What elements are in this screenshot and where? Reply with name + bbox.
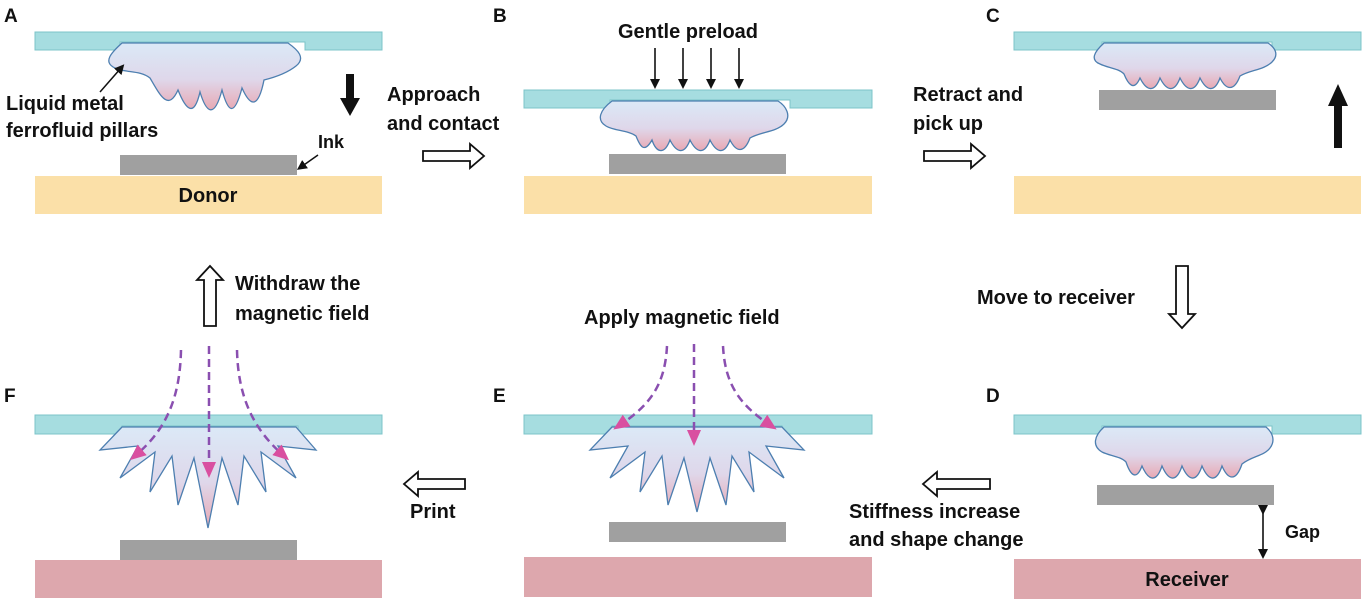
pointer-arrow xyxy=(99,64,125,93)
hollow-arrow-left-icon xyxy=(921,470,991,498)
label-and-contact: and contact xyxy=(387,113,500,135)
label-receiver: Receiver xyxy=(1145,569,1229,591)
label-print: Print xyxy=(410,501,456,523)
label-pick-up: pick up xyxy=(913,113,983,135)
label-magnetic-field: magnetic field xyxy=(235,303,369,325)
top-plate xyxy=(34,31,383,51)
hollow-arrow-right-icon xyxy=(923,142,987,170)
ferrofluid-pillars xyxy=(1093,42,1277,90)
ferrofluid-pillars xyxy=(1094,426,1274,479)
label-donor: Donor xyxy=(179,185,238,207)
hollow-arrow-left-icon xyxy=(402,470,466,498)
magnetic-field-lines xyxy=(613,344,777,446)
top-plate xyxy=(1013,414,1362,435)
ink-layer xyxy=(120,155,297,175)
panel-letter-d: D xyxy=(986,386,1000,407)
hollow-arrow-up-icon xyxy=(194,264,226,327)
label-liquid-metal: Liquid metal xyxy=(6,93,124,115)
panel-c: C xyxy=(986,6,1362,214)
label-move-to-receiver: Move to receiver xyxy=(977,287,1135,309)
label-ink: Ink xyxy=(318,132,345,152)
donor-substrate xyxy=(524,176,872,214)
panel-d: D Gap Receiver xyxy=(986,386,1362,599)
down-arrow-icon xyxy=(340,74,360,116)
panel-letter-a: A xyxy=(4,6,18,27)
step-retract: Retract and pick up xyxy=(913,84,1023,170)
ink-layer xyxy=(1099,90,1276,110)
label-retract-and: Retract and xyxy=(913,84,1023,106)
step-move-to-receiver: Move to receiver xyxy=(977,265,1198,330)
panel-letter-c: C xyxy=(986,6,1000,27)
label-stiffness-increase: Stiffness increase xyxy=(849,501,1020,523)
pointer-arrow xyxy=(296,154,319,170)
panel-letter-f: F xyxy=(4,386,16,407)
panel-b: B Gentle preload xyxy=(493,6,873,214)
step-approach: Approach and contact xyxy=(387,84,500,170)
top-plate xyxy=(523,89,873,109)
label-withdraw-the: Withdraw the xyxy=(235,273,360,295)
ink-layer xyxy=(609,154,786,174)
label-shape-change: and shape change xyxy=(849,529,1024,551)
label-gentle-preload: Gentle preload xyxy=(618,21,758,43)
step-print: Print xyxy=(402,470,466,523)
panel-letter-e: E xyxy=(493,386,506,407)
ferrofluid-spikes xyxy=(588,426,806,513)
label-gap: Gap xyxy=(1285,522,1320,542)
donor-substrate xyxy=(1014,176,1361,214)
magnetic-field-lines xyxy=(129,346,290,478)
receiver-substrate xyxy=(524,557,872,597)
ink-layer xyxy=(120,540,297,560)
label-approach: Approach xyxy=(387,84,480,106)
panel-f: F Withdraw the magnetic field xyxy=(4,264,383,598)
ink-layer xyxy=(609,522,786,542)
panel-letter-b: B xyxy=(493,6,507,27)
preload-arrows xyxy=(650,48,744,89)
hollow-arrow-down-icon xyxy=(1166,265,1198,330)
ferrofluid-pillars xyxy=(108,42,302,111)
donor-substrate xyxy=(35,176,382,214)
ink-layer xyxy=(1097,485,1274,505)
panel-e: E Apply magnetic field xyxy=(493,307,873,597)
step-stiffness: Stiffness increase and shape change xyxy=(849,470,1024,551)
up-arrow-icon xyxy=(1328,84,1348,148)
label-ferrofluid-pillars: ferrofluid pillars xyxy=(6,120,158,142)
receiver-substrate xyxy=(1014,559,1361,599)
panel-a: A Liquid metal ferrofluid pillars Ink Do… xyxy=(4,6,383,214)
label-apply-magnetic-field: Apply magnetic field xyxy=(584,307,780,329)
ferrofluid-pillars xyxy=(599,100,789,152)
receiver-substrate xyxy=(35,560,382,598)
hollow-arrow-right-icon xyxy=(422,142,486,170)
